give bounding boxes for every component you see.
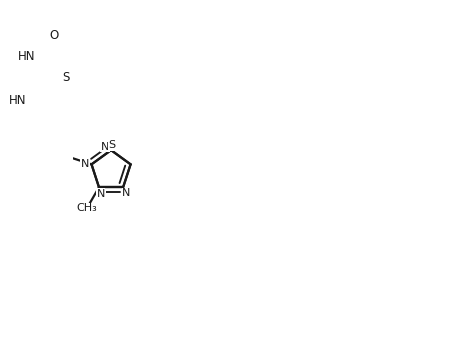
Text: S: S <box>108 140 115 150</box>
Text: N: N <box>96 189 105 199</box>
Text: HN: HN <box>17 50 35 63</box>
Text: N: N <box>96 189 105 199</box>
Text: S: S <box>62 71 70 84</box>
Bar <box>96 190 106 198</box>
Text: HN: HN <box>17 50 35 63</box>
Bar <box>49 32 58 39</box>
Text: N: N <box>122 188 131 198</box>
Text: O: O <box>49 29 58 42</box>
Text: HN: HN <box>9 94 26 107</box>
Text: HN: HN <box>9 94 26 107</box>
Text: S: S <box>108 140 115 150</box>
Bar <box>15 97 29 104</box>
Text: S: S <box>62 71 70 84</box>
Bar <box>78 204 96 213</box>
Bar <box>61 74 71 81</box>
Bar <box>121 190 131 197</box>
Text: CH₃: CH₃ <box>76 203 97 213</box>
Text: N: N <box>101 142 109 152</box>
Bar <box>80 161 90 168</box>
Text: N: N <box>101 142 109 152</box>
Text: N: N <box>122 188 131 198</box>
Text: O: O <box>49 29 58 42</box>
Bar <box>106 141 116 149</box>
Text: N: N <box>81 159 89 169</box>
Text: N: N <box>81 159 89 169</box>
Bar <box>20 53 33 60</box>
Text: CH₃: CH₃ <box>76 203 97 213</box>
Bar <box>100 143 110 150</box>
